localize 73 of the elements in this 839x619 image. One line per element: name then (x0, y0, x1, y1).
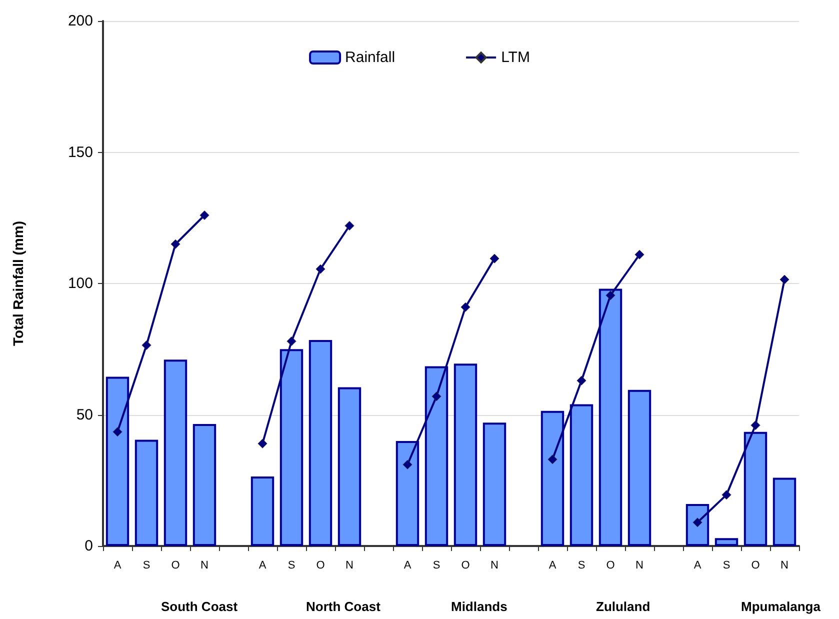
point (780, 274, 790, 284)
bar (250, 476, 274, 546)
text: Midlands (450, 599, 508, 614)
bar (424, 366, 448, 546)
point (548, 454, 558, 464)
bar (772, 478, 796, 546)
bar (598, 288, 622, 546)
y-tick-label: 200 (68, 12, 93, 30)
point (692, 518, 702, 528)
legend-label: LTM (501, 49, 530, 66)
text: North Coast (306, 599, 382, 614)
point (634, 250, 644, 260)
x-tick-label: N (780, 560, 789, 572)
x-tick-label: N (200, 560, 209, 572)
y-tick-label: 150 (68, 144, 93, 161)
x-tick-label: A (548, 560, 557, 572)
y-tick-label: 0 (84, 538, 93, 554)
bar (396, 441, 420, 546)
x-tick-label: N (490, 560, 499, 572)
bar (744, 432, 768, 546)
x-tick-label: O (461, 560, 470, 572)
point (258, 438, 268, 448)
x-tick-label: A (404, 560, 412, 572)
y-axis-title: Total Rainfall (mm) (10, 221, 26, 346)
point (750, 420, 760, 430)
point (402, 460, 412, 470)
point (460, 302, 470, 312)
point (316, 264, 326, 274)
bar (540, 410, 564, 546)
text: South Coast (160, 599, 238, 614)
bar (628, 390, 652, 546)
text: Mpumalanga (740, 599, 822, 614)
x-tick-label: S (578, 560, 586, 572)
point (200, 210, 210, 220)
bar (454, 364, 478, 546)
bar (106, 376, 130, 546)
point (142, 340, 152, 350)
x-tick-label: O (606, 560, 616, 572)
x-tick-label: A (114, 560, 122, 572)
bar (338, 387, 362, 546)
x-tick-label: S (142, 560, 150, 572)
x-tick-label: A (694, 560, 702, 572)
x-tick-label: S (722, 560, 730, 572)
point (112, 427, 122, 437)
bar (164, 360, 188, 546)
bar (308, 340, 332, 546)
point (432, 392, 442, 402)
point (490, 254, 500, 264)
bar (192, 424, 216, 546)
point (606, 290, 616, 300)
text: Zululand (596, 599, 650, 614)
x-tick-label: A (258, 560, 267, 572)
bar (134, 440, 158, 546)
point (286, 336, 296, 346)
bar (686, 504, 710, 546)
x-tick-label: S (432, 560, 440, 572)
y-tick-label: 100 (68, 275, 93, 292)
bar (482, 422, 506, 546)
x-tick-label: N (636, 560, 644, 572)
point (344, 221, 354, 230)
bar (714, 538, 738, 546)
point (170, 239, 180, 249)
bar (280, 349, 304, 546)
x-tick-label: S (288, 560, 296, 572)
x-tick-label: O (316, 560, 326, 572)
legend-label: Rainfall (345, 49, 396, 66)
x-tick-label: O (171, 560, 180, 572)
point (576, 376, 586, 386)
x-tick-label: O (751, 560, 760, 572)
y-tick-label: 50 (76, 406, 93, 424)
point (722, 490, 732, 500)
bar (570, 404, 594, 546)
x-tick-label: N (346, 560, 354, 572)
